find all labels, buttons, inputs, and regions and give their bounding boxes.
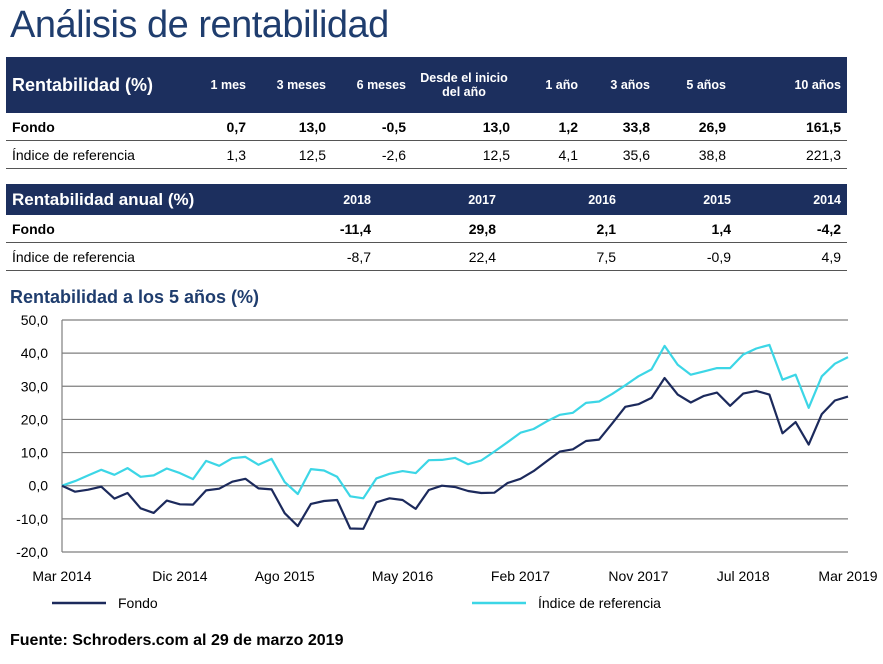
column-header-2015: 2015 <box>622 184 737 215</box>
table-cell: 1,3 <box>196 140 252 169</box>
column-header-1-ano: 1 año <box>516 57 584 113</box>
table-cell: 7,5 <box>502 242 622 271</box>
annual-header-label: Rentabilidad anual (%) <box>6 184 252 215</box>
table-cell: 33,8 <box>584 113 656 141</box>
y-tick-label: 50,0 <box>21 312 48 328</box>
table-row-fondo: Fondo -11,4 29,8 2,1 1,4 -4,2 <box>6 215 847 243</box>
y-tick-label: -20,0 <box>16 544 48 560</box>
page-title: Análisis de rentabilidad <box>10 4 389 46</box>
annual-table-header: Rentabilidad anual (%) 2018 2017 2016 20… <box>6 184 847 215</box>
column-header-3-meses: 3 meses <box>252 57 332 113</box>
table-cell: 4,9 <box>737 242 847 271</box>
row-label: Índice de referencia <box>6 242 252 271</box>
performance-header-label: Rentabilidad (%) <box>6 57 196 113</box>
column-header-10-anos: 10 años <box>732 57 847 113</box>
table-cell: 1,2 <box>516 113 584 141</box>
table-cell: -11,4 <box>252 215 377 243</box>
table-cell: -0,5 <box>332 113 412 141</box>
table-cell: -4,2 <box>737 215 847 243</box>
column-header-6-meses: 6 meses <box>332 57 412 113</box>
table-cell: 0,7 <box>196 113 252 141</box>
y-tick-label: 0,0 <box>29 478 49 494</box>
y-tick-label: 20,0 <box>21 411 48 427</box>
column-header-ytd: Desde el inicio del año <box>412 57 516 113</box>
table-cell: 161,5 <box>732 113 847 141</box>
x-tick-label: Nov 2017 <box>608 568 668 584</box>
chart-title: Rentabilidad a los 5 años (%) <box>10 287 260 307</box>
annual-performance-table: Rentabilidad anual (%) 2018 2017 2016 20… <box>6 184 847 271</box>
column-header-3-anos: 3 años <box>584 57 656 113</box>
table-row-indice: Índice de referencia 1,3 12,5 -2,6 12,5 … <box>6 140 847 169</box>
x-tick-label: Mar 2014 <box>32 568 91 584</box>
table-cell: 13,0 <box>412 113 516 141</box>
series-line-indice <box>61 343 849 500</box>
table-cell: 29,8 <box>377 215 502 243</box>
performance-table-header: Rentabilidad (%) 1 mes 3 meses 6 meses D… <box>6 57 847 113</box>
table-row-fondo: Fondo 0,7 13,0 -0,5 13,0 1,2 33,8 26,9 1… <box>6 113 847 141</box>
x-tick-label: May 2016 <box>372 568 434 584</box>
table-cell: -0,9 <box>622 242 737 271</box>
y-tick-label: 10,0 <box>21 445 48 461</box>
table-cell: 12,5 <box>412 140 516 169</box>
column-header-5-anos: 5 años <box>656 57 732 113</box>
line-chart: -20,0 -10,0 0,0 10,0 20,0 30,0 40,0 50,0 Mar 201… <box>16 312 878 611</box>
column-header-2014: 2014 <box>737 184 847 215</box>
table-cell: -8,7 <box>252 242 377 271</box>
source-footer: Fuente: Schroders.com al 29 de marzo 201… <box>10 632 344 649</box>
x-tick-label: Feb 2017 <box>491 568 550 584</box>
series-line-fondo <box>61 376 849 530</box>
table-cell: 4,1 <box>516 140 584 169</box>
row-label: Fondo <box>6 113 196 141</box>
table-cell: -2,6 <box>332 140 412 169</box>
table-cell: 26,9 <box>656 113 732 141</box>
table-cell: 22,4 <box>377 242 502 271</box>
row-label: Índice de referencia <box>6 140 196 169</box>
column-header-1-mes: 1 mes <box>196 57 252 113</box>
column-header-2017: 2017 <box>377 184 502 215</box>
legend-label-indice: Índice de referencia <box>538 595 661 611</box>
performance-table: Rentabilidad (%) 1 mes 3 meses 6 meses D… <box>6 57 847 169</box>
x-tick-label: Mar 2019 <box>818 568 877 584</box>
x-tick-label: Dic 2014 <box>152 568 207 584</box>
table-cell: 13,0 <box>252 113 332 141</box>
legend-label-fondo: Fondo <box>118 595 158 611</box>
column-header-2016: 2016 <box>502 184 622 215</box>
row-label: Fondo <box>6 215 252 243</box>
x-tick-label: Ago 2015 <box>255 568 315 584</box>
column-header-2018: 2018 <box>252 184 377 215</box>
x-tick-label: Jul 2018 <box>717 568 770 584</box>
table-cell: 1,4 <box>622 215 737 243</box>
y-tick-label: 30,0 <box>21 378 48 394</box>
table-row-indice: Índice de referencia -8,7 22,4 7,5 -0,9 … <box>6 242 847 271</box>
y-tick-label: -10,0 <box>16 511 48 527</box>
table-cell: 12,5 <box>252 140 332 169</box>
y-tick-label: 40,0 <box>21 345 48 361</box>
table-cell: 35,6 <box>584 140 656 169</box>
table-cell: 2,1 <box>502 215 622 243</box>
table-cell: 221,3 <box>732 140 847 169</box>
table-cell: 38,8 <box>656 140 732 169</box>
